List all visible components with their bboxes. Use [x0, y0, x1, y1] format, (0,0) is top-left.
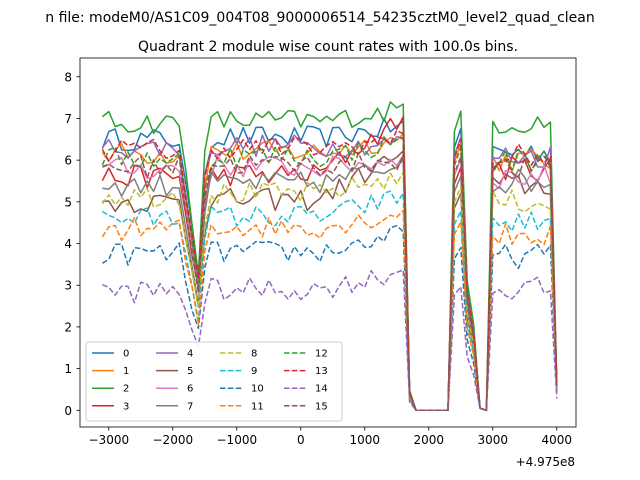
- y-tick-label: 5: [64, 195, 72, 209]
- x-tick-label: 2000: [414, 433, 445, 447]
- y-tick-label: 3: [64, 279, 72, 293]
- legend-label-0: 0: [123, 349, 129, 360]
- plot-frame: [79, 57, 577, 428]
- legend-label-12: 12: [315, 349, 328, 360]
- legend-frame: [85, 341, 343, 422]
- x-offset-label: +4.975e8: [516, 455, 575, 469]
- y-tick-label: 2: [64, 320, 72, 334]
- series-line-11: [101, 209, 558, 412]
- legend-label-3: 3: [123, 401, 129, 412]
- x-axis: −3000 −2000 −1000 0 1000 2000 3000 4000: [89, 427, 573, 447]
- figure-title: n file: modeM0/AS1C09_004T08_9000006514_…: [45, 10, 594, 26]
- legend-label-1: 1: [123, 366, 129, 377]
- plot-area: [79, 57, 577, 428]
- legend-label-6: 6: [187, 384, 193, 395]
- y-tick-label: 1: [64, 362, 72, 376]
- series-lines: [101, 101, 558, 412]
- y-tick-label: 8: [64, 70, 72, 84]
- x-tick-label: 4000: [542, 433, 573, 447]
- series-line-14: [102, 269, 558, 412]
- legend-label-8: 8: [251, 349, 257, 360]
- y-tick-label: 6: [64, 154, 72, 168]
- legend-label-10: 10: [251, 384, 264, 395]
- legend-label-7: 7: [187, 401, 193, 412]
- x-tick-label: −2000: [153, 433, 194, 447]
- x-tick-label: −3000: [89, 433, 130, 447]
- legend-label-9: 9: [251, 366, 257, 377]
- x-tick-label: 0: [297, 433, 305, 447]
- y-tick-label: 4: [64, 237, 72, 251]
- legend-label-2: 2: [123, 384, 129, 395]
- y-tick-label: 7: [64, 112, 72, 126]
- legend-label-11: 11: [251, 401, 264, 412]
- x-tick-label: −1000: [217, 433, 258, 447]
- legend-label-15: 15: [315, 401, 328, 412]
- series-line-13: [101, 129, 558, 412]
- x-tick-label: 3000: [478, 433, 509, 447]
- legend-label-13: 13: [315, 366, 328, 377]
- legend-label-4: 4: [187, 349, 193, 360]
- x-tick-label: 1000: [350, 433, 381, 447]
- legend-label-5: 5: [187, 366, 193, 377]
- legend-label-14: 14: [315, 384, 328, 395]
- chart-title: Quadrant 2 module wise count rates with …: [138, 39, 518, 55]
- y-axis: 0 1 2 3 4 5 6 7 8: [64, 70, 80, 418]
- y-tick-label: 0: [64, 404, 72, 418]
- series-line-15: [102, 152, 558, 412]
